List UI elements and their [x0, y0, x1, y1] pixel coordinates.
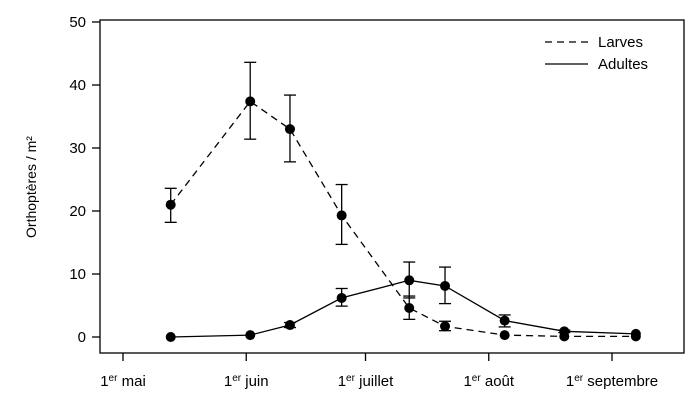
data-point	[285, 320, 295, 330]
x-tick-label: 1er juin	[224, 373, 269, 390]
data-point	[337, 293, 347, 303]
data-point	[166, 332, 176, 342]
y-tick-label: 10	[69, 266, 86, 283]
y-tick-label: 40	[69, 77, 86, 94]
data-point	[337, 210, 347, 220]
data-point	[245, 96, 255, 106]
series-adultes	[166, 262, 641, 342]
data-point	[404, 303, 414, 313]
data-point	[500, 316, 510, 326]
data-point	[166, 200, 176, 210]
data-point	[500, 330, 510, 340]
legend-label: Larves	[598, 34, 643, 51]
x-tick-label: 1er juillet	[338, 373, 394, 390]
plot-frame	[100, 20, 684, 353]
data-point	[285, 124, 295, 134]
x-tick-label: 1er août	[463, 373, 514, 390]
y-axis: 0 10 20 30 40 50	[69, 14, 100, 346]
y-tick-label: 20	[69, 203, 86, 220]
x-tick-label: 1er septembre	[566, 373, 658, 390]
legend: Larves Adultes	[545, 34, 648, 73]
data-point	[440, 281, 450, 291]
series-larves	[165, 62, 641, 341]
series-layer	[165, 62, 641, 342]
series-line	[171, 101, 636, 336]
y-tick-label: 0	[78, 329, 86, 346]
plot-border	[100, 20, 684, 353]
legend-label: Adultes	[598, 56, 648, 73]
x-tick-label: 1er mai	[100, 373, 146, 390]
data-point	[245, 330, 255, 340]
data-point	[559, 326, 569, 336]
data-point	[440, 321, 450, 331]
y-axis-label: Orthoptères / m²	[23, 136, 39, 238]
x-axis: 1er mai 1er juin 1er juillet 1er août 1er se…	[100, 353, 658, 390]
data-point	[404, 275, 414, 285]
y-tick-label: 50	[69, 14, 86, 31]
data-point	[631, 329, 641, 339]
y-tick-label: 30	[69, 140, 86, 157]
